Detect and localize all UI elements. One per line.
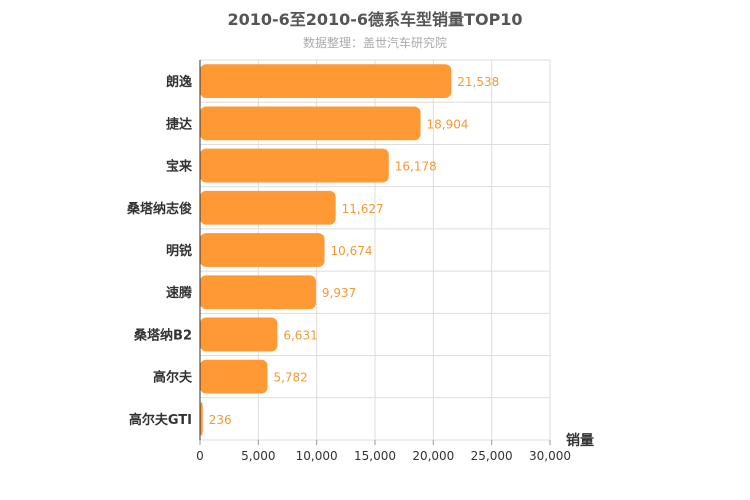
tick-label: 15,000 xyxy=(354,449,396,463)
tick-label: 5,000 xyxy=(241,449,275,463)
value-labels: 21,538 18,904 16,178 11,627 10,674 9,937 6,631… xyxy=(209,75,500,427)
tick-label: 30,000 xyxy=(529,449,571,463)
category-label: 朗逸 xyxy=(166,74,192,90)
value-label: 236 xyxy=(209,413,232,427)
chart-title: 2010-6至2010-6德系车型销量TOP10 xyxy=(227,10,523,29)
bar[interactable] xyxy=(200,402,203,436)
bar[interactable] xyxy=(200,317,278,352)
value-label: 18,904 xyxy=(427,117,469,131)
x-axis-title: 销量 xyxy=(566,432,594,449)
tick-label: 20,000 xyxy=(412,449,454,463)
bar[interactable] xyxy=(200,148,389,183)
bar[interactable] xyxy=(200,106,421,141)
category-label: 高尔夫 xyxy=(153,370,193,386)
grid-lines xyxy=(200,59,551,441)
value-label: 16,178 xyxy=(395,160,437,174)
x-axis-ticks: 0 5,000 10,000 15,000 20,000 25,000 30,000 xyxy=(196,440,571,463)
category-label: 明锐 xyxy=(166,243,192,259)
bars xyxy=(200,64,452,436)
category-label: 桑塔纳志俊 xyxy=(126,201,192,217)
bar[interactable] xyxy=(200,233,325,267)
bar[interactable] xyxy=(200,275,316,310)
bar[interactable] xyxy=(200,359,268,394)
value-label: 11,627 xyxy=(342,202,384,216)
value-label: 6,631 xyxy=(283,328,317,342)
category-label: 高尔夫GTI xyxy=(129,412,192,428)
category-label: 桑塔纳B2 xyxy=(133,327,192,343)
chart-subtitle: 数据整理：盖世汽车研究院 xyxy=(302,36,447,50)
tick-label: 0 xyxy=(196,449,204,463)
tick-label: 25,000 xyxy=(471,449,513,463)
bar[interactable] xyxy=(200,190,336,225)
value-label: 21,538 xyxy=(457,75,499,89)
category-label: 速腾 xyxy=(166,285,193,301)
category-label: 捷达 xyxy=(166,116,192,132)
tick-label: 10,000 xyxy=(296,449,338,463)
category-label: 宝来 xyxy=(166,159,193,175)
bar[interactable] xyxy=(200,64,452,98)
value-label: 9,937 xyxy=(322,286,356,300)
value-label: 5,782 xyxy=(273,371,307,385)
value-label: 10,674 xyxy=(331,244,373,258)
